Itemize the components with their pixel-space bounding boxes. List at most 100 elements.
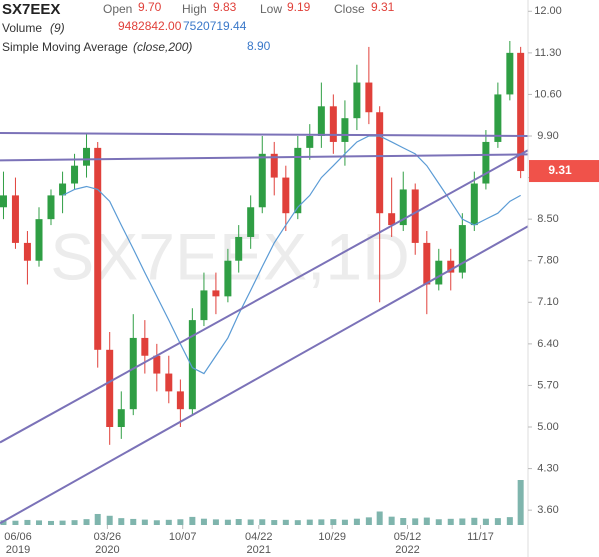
candle-body: [11, 195, 19, 243]
candle-body: [506, 52, 514, 95]
candle-body: [200, 290, 208, 321]
candle-body: [294, 147, 302, 214]
volume-bar: [130, 518, 137, 525]
trend-line: [0, 132, 529, 138]
volume-average: 7520719.44: [183, 19, 247, 33]
candle-body: [353, 82, 361, 119]
y-tick-label: 11.30: [535, 47, 562, 59]
symbol: SX7EEX: [2, 1, 60, 18]
candle-body: [153, 355, 161, 374]
volume-bar: [412, 518, 419, 525]
y-tick-label: 5.70: [537, 379, 558, 391]
ohlc-label: Open: [103, 2, 132, 16]
candle-body: [141, 337, 149, 356]
y-tick-label: 12.00: [534, 5, 562, 17]
candle-body: [341, 118, 349, 142]
volume-bar: [141, 519, 148, 525]
volume-bar: [118, 518, 125, 525]
header: SX7EEX Open 9.70 High 9.83 Low 9.19 Clos…: [2, 0, 395, 54]
volume-bar: [353, 518, 360, 525]
volume-bar: [200, 518, 207, 525]
candle-body: [282, 177, 290, 214]
volume-bar: [388, 516, 395, 525]
candle-body: [23, 242, 31, 261]
x-tick-label: 03/26: [94, 531, 122, 543]
plot-area: [0, 40, 529, 525]
volume-bar: [330, 519, 337, 525]
y-tick-label: 4.30: [537, 462, 558, 474]
candle-body: [388, 213, 396, 226]
x-tick-label: 05/12: [394, 531, 422, 543]
candle-body: [188, 320, 196, 410]
volume-bar: [306, 519, 313, 525]
volume-bar: [36, 520, 43, 525]
volume-bar: [294, 520, 301, 525]
volume-bar: [212, 519, 219, 525]
volume-bar: [83, 519, 90, 525]
volume-value: 9482842.00: [118, 19, 182, 33]
ohlc-value: 9.70: [138, 0, 162, 14]
x-tick-label: 06/06: [4, 531, 32, 543]
candle-body: [447, 260, 455, 273]
volume-bar: [482, 518, 489, 525]
y-tick-label: 6.40: [537, 338, 558, 350]
volume-bar: [71, 520, 78, 525]
x-tick-label: 04/22: [245, 531, 273, 543]
last-price-tag: [529, 160, 599, 183]
candle-body: [494, 94, 502, 142]
candle-body: [47, 195, 55, 220]
y-tick-label: 7.80: [537, 255, 558, 267]
candle-body: [129, 337, 137, 410]
candle-body: [317, 106, 325, 137]
volume-bar: [94, 513, 101, 525]
candle-body: [258, 153, 266, 208]
ohlc-label: Close: [334, 2, 365, 16]
candle-body: [165, 373, 173, 392]
ohlc-value: 9.19: [287, 0, 311, 14]
sma-param: (close,200): [133, 40, 192, 54]
volume-bar: [247, 519, 254, 525]
sma-label: Simple Moving Average: [2, 40, 128, 54]
last-price-label: 9.31: [548, 163, 572, 177]
volume-bar: [447, 518, 454, 525]
volume-bar: [271, 520, 278, 525]
volume-bar: [365, 517, 372, 525]
volume-param: (9): [50, 21, 65, 35]
candle-body: [224, 260, 232, 297]
candle-body: [458, 225, 466, 273]
volume-bar: [0, 520, 7, 525]
candle-body: [117, 409, 125, 428]
volume-bar: [435, 519, 442, 525]
candle-body: [399, 189, 407, 226]
volume-label: Volume: [2, 21, 42, 35]
candle-body: [423, 242, 431, 285]
candle-body: [411, 189, 419, 243]
ohlc-value: 9.83: [213, 0, 237, 14]
volume-bar: [282, 519, 289, 525]
trend-line: [0, 149, 529, 444]
volume-bar: [224, 519, 231, 525]
ohlc-label: High: [182, 2, 207, 16]
candle-body: [376, 112, 384, 214]
volume-bar: [517, 480, 524, 525]
candle-body: [212, 290, 220, 297]
candle-body: [106, 349, 114, 428]
x-tick-label: 10/29: [318, 531, 346, 543]
candle-body: [517, 52, 525, 172]
volume-bar: [459, 518, 466, 525]
sma-line: [62, 135, 521, 375]
candle-body: [247, 207, 255, 237]
y-tick-label: 9.90: [537, 130, 558, 142]
candle-body: [83, 147, 91, 166]
volume-bar: [24, 519, 31, 525]
candle-body: [270, 153, 278, 178]
y-tick-label: 8.50: [537, 213, 558, 225]
volume-bar: [341, 519, 348, 525]
volume-bar: [471, 517, 478, 525]
volume-bar: [506, 517, 513, 525]
ohlc-value: 9.31: [371, 0, 395, 14]
candle-body: [0, 195, 7, 208]
x-tick-label: 11/17: [467, 531, 494, 543]
y-tick-label: 10.60: [534, 88, 562, 100]
